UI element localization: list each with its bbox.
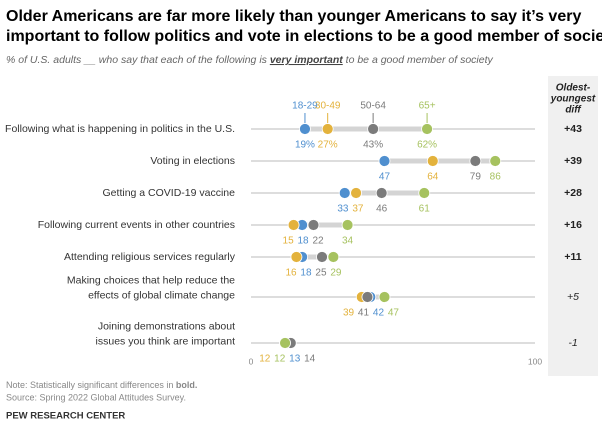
diff-header: youngest: [550, 94, 596, 105]
dot: [279, 337, 291, 349]
value-label: 37: [352, 204, 364, 215]
legend-label: 65+: [419, 101, 436, 112]
dot: [361, 291, 374, 303]
diff-value: +39: [564, 155, 582, 167]
value-label: 34: [342, 236, 354, 247]
dot: [469, 155, 482, 167]
dot: [350, 187, 362, 199]
footer: PEW RESEARCH CENTER: [6, 411, 125, 422]
value-label: 42: [373, 308, 385, 319]
category-label: Following current events in other countr…: [38, 219, 235, 231]
value-label: 79: [470, 172, 482, 183]
dot: [341, 219, 354, 231]
value-label: 64: [427, 172, 439, 183]
dot: [299, 123, 311, 135]
dot: [426, 155, 439, 167]
dot: [378, 155, 391, 167]
legend-label: 30-49: [315, 101, 341, 112]
value-label: 13: [289, 354, 301, 365]
category-label: Getting a COVID-19 vaccine: [103, 187, 236, 199]
category-label: effects of global climate change: [88, 289, 235, 301]
value-label: 18: [300, 268, 312, 279]
dot: [367, 123, 380, 135]
value-label: 47: [388, 308, 400, 319]
source: Source: Spring 2022 Global Attitudes Sur…: [6, 392, 186, 402]
value-label: 18: [297, 236, 309, 247]
dot: [316, 251, 328, 263]
note-start: Note: Statistically significant differen…: [6, 380, 176, 390]
dot: [307, 219, 320, 231]
subtitle-end: to be a good member of society: [343, 54, 494, 66]
value-label: 41: [358, 308, 370, 319]
category-label: issues you think are important: [96, 335, 236, 347]
category-label: Voting in elections: [150, 155, 235, 167]
x-tick-label: 0: [249, 356, 254, 366]
value-label: 39: [343, 308, 355, 319]
note: Note: Statistically significant differen…: [6, 380, 197, 390]
dot: [290, 251, 303, 263]
value-label: 19%: [295, 140, 315, 151]
dot: [287, 219, 300, 231]
diff-value: +43: [564, 123, 582, 135]
legend-label: 18-29: [292, 101, 318, 112]
category-label: Making choices that help reduce the: [67, 274, 235, 286]
subtitle-emphasis: very important: [270, 54, 343, 66]
value-label: 12: [274, 354, 286, 365]
value-label: 47: [379, 172, 391, 183]
dot: [418, 187, 431, 199]
diff-value: +11: [564, 251, 581, 263]
value-label: 15: [283, 236, 295, 247]
category-label: Joining demonstrations about: [98, 320, 235, 332]
dot: [338, 187, 351, 199]
diff-value: +16: [564, 219, 582, 231]
chart-title: important to follow politics and vote in…: [6, 28, 602, 45]
value-label: 12: [259, 354, 271, 365]
value-label: 46: [376, 204, 388, 215]
value-label: 27%: [318, 140, 338, 151]
dot: [421, 123, 433, 135]
diff-value: +5: [567, 291, 579, 303]
subtitle: % of U.S. adults __ who say that each of…: [6, 54, 493, 66]
chart-title: Older Americans are far more likely than…: [6, 8, 581, 25]
value-label: 25: [315, 268, 327, 279]
subtitle-start: % of U.S. adults __ who say that each of…: [6, 54, 270, 66]
value-label: 29: [330, 268, 342, 279]
dot: [327, 251, 340, 263]
value-label: 62%: [417, 140, 437, 151]
value-label: 16: [285, 268, 297, 279]
value-label: 33: [337, 204, 349, 215]
value-label: 14: [304, 354, 316, 365]
diff-header: Oldest-: [556, 83, 591, 94]
dot: [321, 123, 334, 135]
dot: [489, 155, 502, 167]
note-bold: bold.: [176, 380, 198, 390]
category-label: Following what is happening in politics …: [5, 123, 235, 135]
value-label: 61: [419, 204, 431, 215]
diff-column: [548, 76, 598, 376]
value-label: 86: [490, 172, 502, 183]
category-label: Attending religious services regularly: [64, 251, 236, 263]
diff-header: diff: [565, 105, 582, 116]
x-tick-label: 100: [528, 356, 542, 366]
dot: [375, 187, 388, 199]
diff-value: -1: [568, 337, 577, 349]
diff-value: +28: [564, 187, 582, 199]
value-label: 22: [312, 236, 324, 247]
value-label: 43%: [363, 140, 383, 151]
legend-label: 50-64: [360, 101, 386, 112]
dot: [378, 291, 391, 303]
